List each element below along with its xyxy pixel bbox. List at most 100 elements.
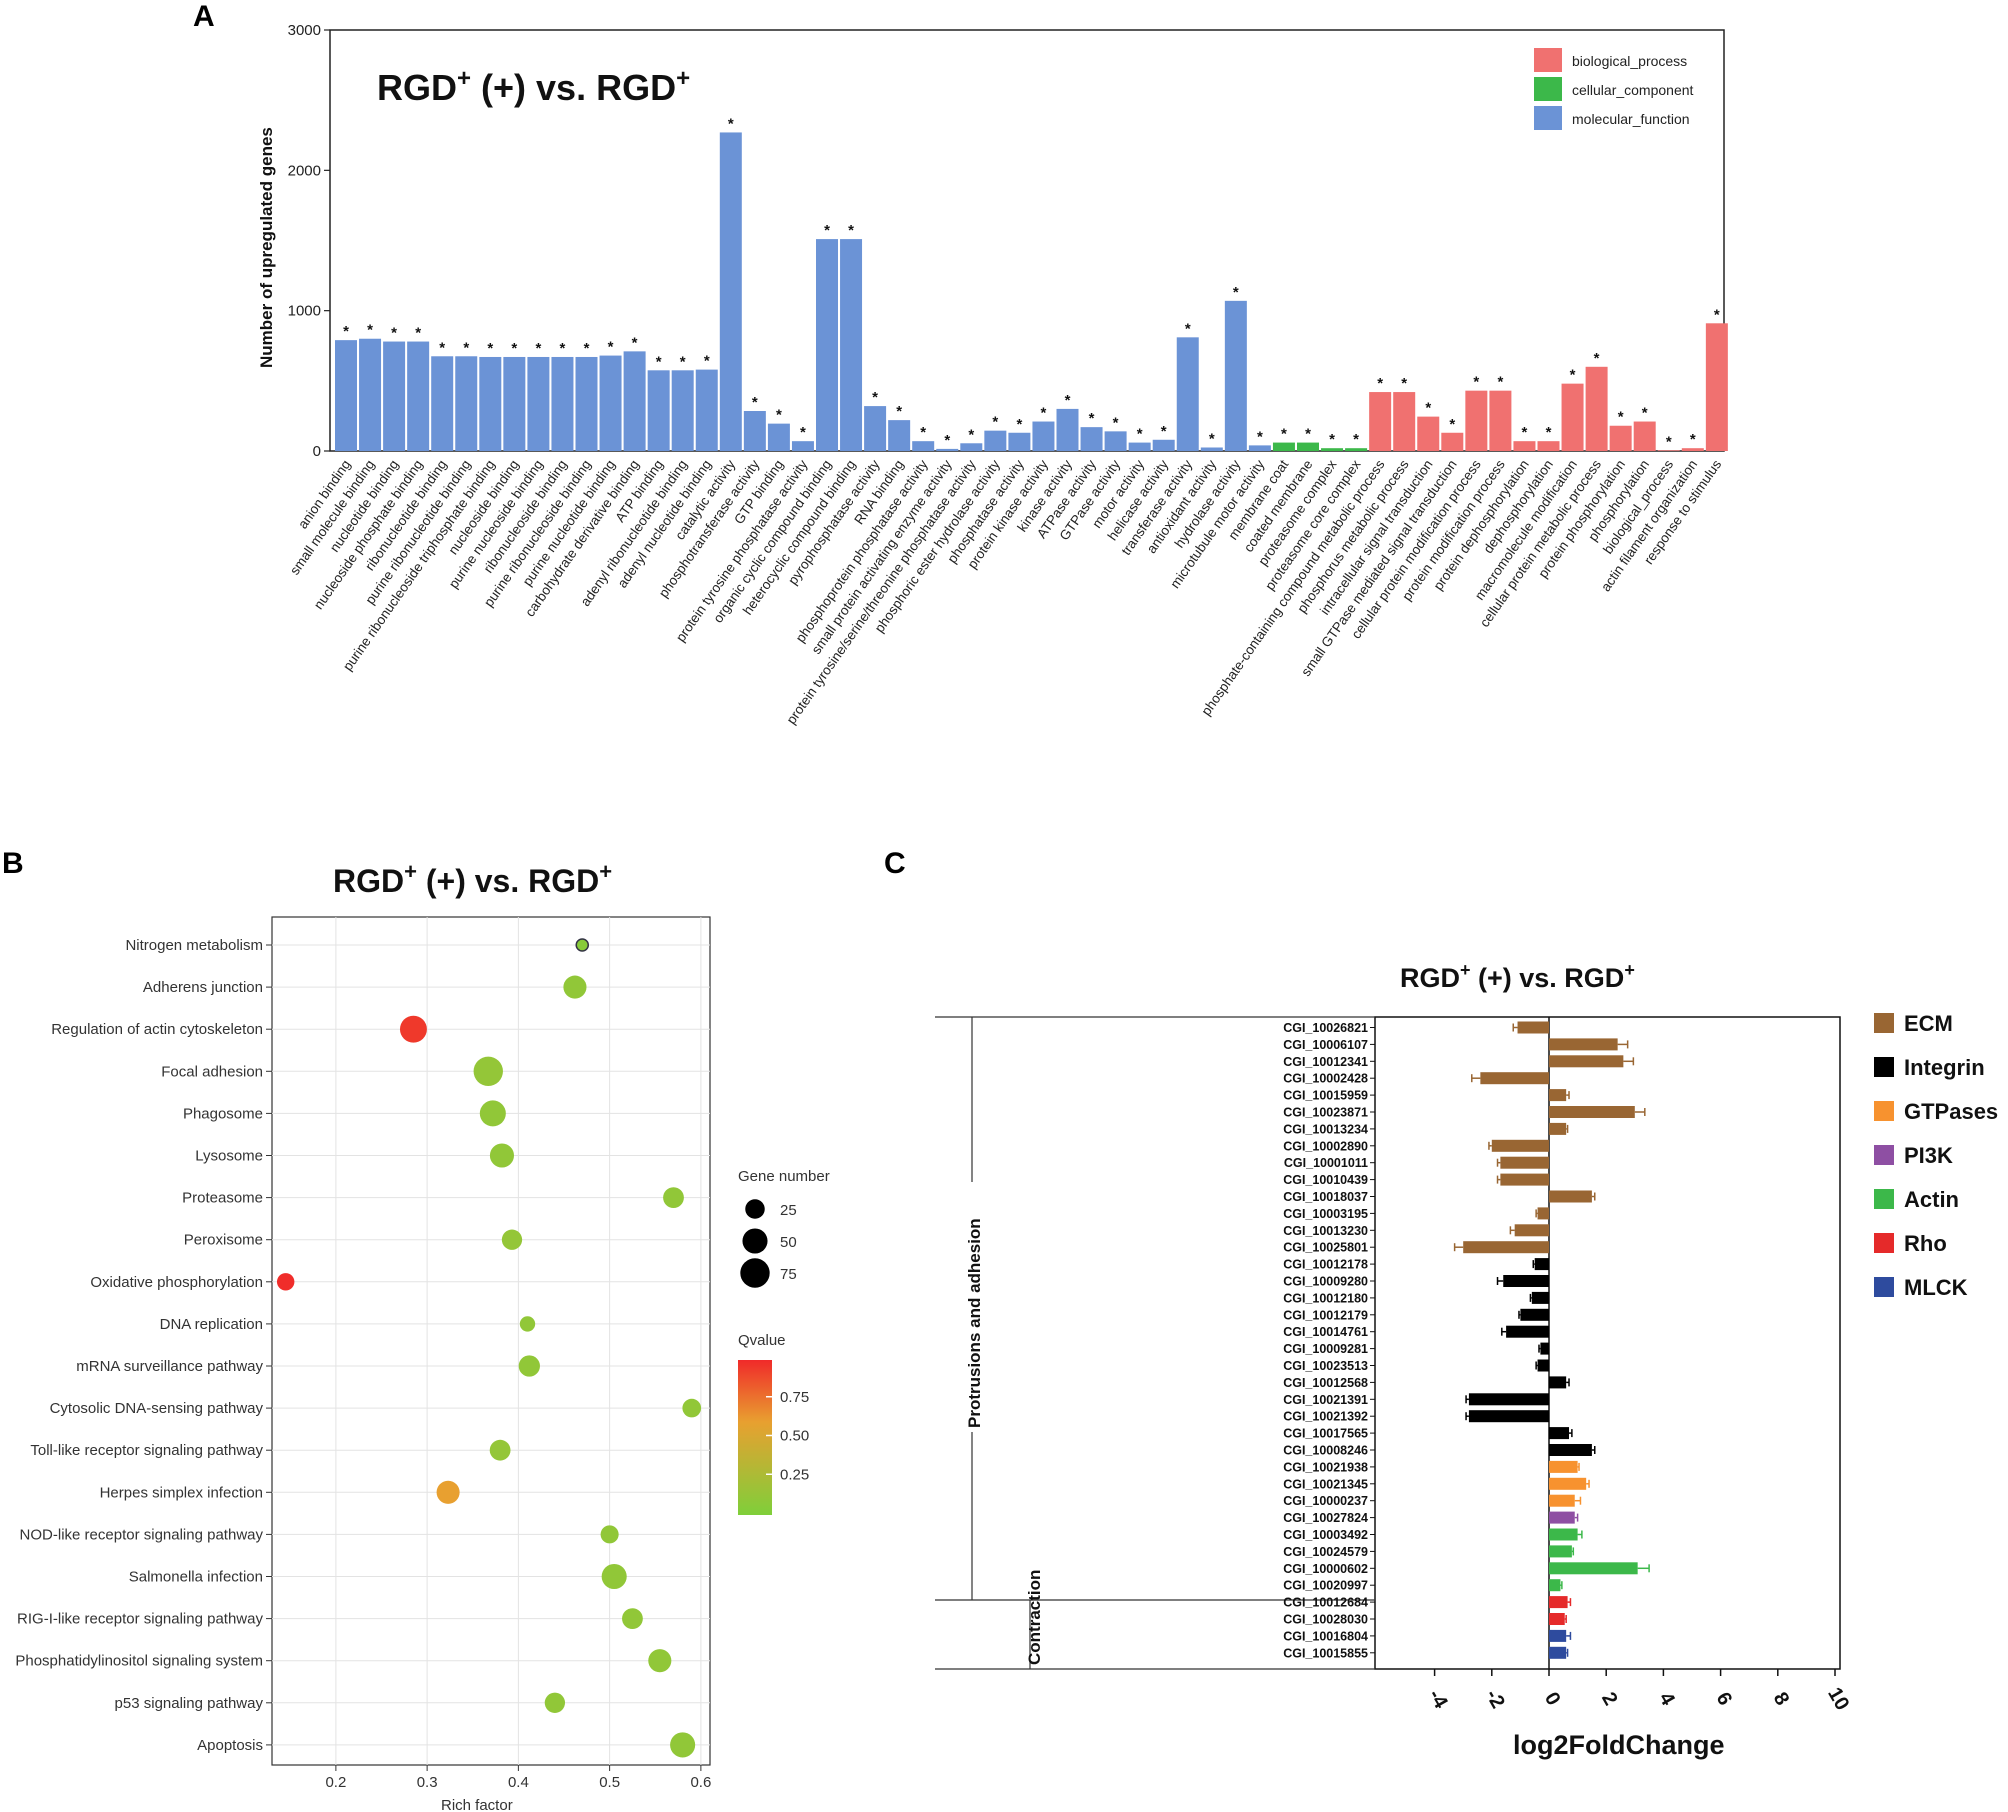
go-bar-rna-binding — [888, 420, 911, 451]
go-significance-marker: * — [1522, 424, 1528, 441]
fold-bar-cgi-10012178 — [1534, 1258, 1549, 1271]
go-significance-marker: * — [608, 339, 614, 356]
go-significance-marker: * — [680, 353, 686, 370]
qvalue-tick-label: 0.50 — [780, 1428, 809, 1445]
gene-label: CGI_10018037 — [1283, 1190, 1368, 1204]
kegg-point-phagosome — [479, 1100, 506, 1127]
go-significance-marker: * — [511, 340, 517, 357]
go-significance-marker: * — [1473, 374, 1479, 391]
kegg-pathway-label: Herpes simplex infection — [100, 1484, 263, 1501]
legend-label-integrin: Integrin — [1904, 1055, 1985, 1080]
fold-change-x-axis-title: log2FoldChange — [1513, 1730, 1725, 1760]
kegg-pathway-label: Focal adhesion — [161, 1063, 263, 1080]
fold-bar-cgi-10013234 — [1549, 1122, 1567, 1135]
go-bar-organic-cyclic-compound-binding — [816, 239, 838, 451]
go-bar-microtubule-motor-activity — [1248, 445, 1271, 451]
go-bar-hydrolase-activity — [1224, 300, 1247, 451]
kegg-point-oxidative-phosphorylation — [276, 1273, 295, 1291]
kegg-point-regulation-of-actin-cytoskeleton — [399, 1015, 427, 1043]
kegg-point-cytosolic-dna-sensing-pathway — [682, 1398, 702, 1418]
legend-swatch-biological-process — [1534, 48, 1562, 72]
fc-x-tick-label: 10 — [1823, 1684, 1853, 1714]
kegg-pathway-label: Peroxisome — [184, 1232, 263, 1249]
kegg-point-p53-signaling-pathway — [544, 1692, 566, 1713]
gene-label: CGI_10013234 — [1283, 1122, 1368, 1136]
go-bar-carbohydrate-derivative-binding — [623, 351, 646, 451]
go-y-tick-label: 2000 — [288, 162, 321, 179]
fold-bar-cgi-10021938 — [1549, 1460, 1578, 1473]
gene-label: CGI_10009281 — [1283, 1342, 1368, 1356]
fold-bar-cgi-10021392 — [1468, 1410, 1549, 1423]
kegg-point-proteasome — [663, 1187, 684, 1208]
size-legend-dot — [740, 1258, 770, 1288]
fold-bar-cgi-10015959 — [1549, 1089, 1567, 1102]
color-legend-title: Qvalue — [738, 1332, 786, 1349]
go-significance-marker: * — [1065, 392, 1071, 409]
go-bar-phosphoprotein-phosphatase-activity — [912, 441, 935, 451]
kegg-point-adherens-junction — [563, 975, 587, 999]
gene-label: CGI_10023871 — [1283, 1106, 1368, 1120]
kegg-point-dna-replication — [519, 1316, 536, 1332]
fold-bar-cgi-10021345 — [1549, 1477, 1587, 1490]
go-significance-marker: * — [1546, 424, 1552, 441]
gene-label: CGI_10003195 — [1283, 1207, 1368, 1221]
go-bar-gtpase-activity — [1104, 431, 1127, 451]
go-significance-marker: * — [1714, 306, 1720, 323]
go-significance-marker: * — [1449, 416, 1455, 433]
go-significance-marker: * — [944, 432, 950, 449]
go-bar-macromolecule-modification — [1561, 383, 1584, 451]
go-significance-marker: * — [1690, 431, 1696, 448]
fc-x-tick-label: 8 — [1769, 1689, 1794, 1710]
go-bar-protein-dephosphorylation — [1513, 441, 1536, 451]
gene-label: CGI_10025801 — [1283, 1241, 1368, 1255]
go-bar-adenyl-nucleotide-binding — [695, 369, 718, 451]
panel-letter-b: B — [2, 847, 24, 880]
size-legend-label: 25 — [780, 1202, 797, 1219]
go-significance-marker: * — [1329, 431, 1335, 448]
go-bar-anion-binding — [335, 340, 357, 451]
go-bar-actin-filament-organization — [1681, 448, 1704, 451]
gene-label: CGI_10000237 — [1283, 1494, 1368, 1508]
go-bar-phosphoric-ester-hydrolase-activity — [984, 430, 1007, 451]
go-bar-nucleotide-binding — [383, 341, 406, 451]
fc-x-tick-label: 4 — [1654, 1689, 1679, 1710]
legend-swatch-actin — [1874, 1189, 1894, 1209]
go-significance-marker: * — [1137, 426, 1143, 443]
go-significance-marker: * — [872, 389, 878, 406]
fold-bar-cgi-10024579 — [1549, 1545, 1572, 1558]
go-significance-marker: * — [824, 222, 830, 239]
fold-bar-cgi-10000237 — [1549, 1494, 1575, 1507]
go-bar-helicase-activity — [1152, 439, 1175, 451]
go-bar-phosphatase-activity — [1008, 432, 1031, 451]
fold-bar-cgi-10025801 — [1463, 1241, 1549, 1254]
kegg-color-legend: Qvalue 0.75 0.50 0.25 — [738, 1332, 809, 1515]
size-legend-label: 75 — [780, 1266, 797, 1283]
legend-swatch-integrin — [1874, 1057, 1894, 1077]
fc-x-tick-label: 0 — [1540, 1689, 1565, 1710]
go-bar-intracellular-signal-transduction — [1417, 416, 1440, 451]
kegg-chart-title: RGD+ (+) vs. RGD+ — [333, 859, 612, 899]
kegg-x-tick-label: 0.4 — [508, 1774, 529, 1791]
go-bar-cellular-protein-modification-process — [1465, 390, 1488, 451]
go-bar-small-molecule-binding — [359, 338, 382, 451]
size-legend-label: 50 — [780, 1234, 797, 1251]
go-y-tick-label: 3000 — [288, 22, 321, 39]
fold-bar-cgi-10002428 — [1480, 1072, 1549, 1085]
go-significance-marker: * — [1353, 431, 1359, 448]
gene-label: CGI_10015959 — [1283, 1089, 1368, 1103]
qvalue-colorbar — [738, 1360, 772, 1515]
go-y-axis-title: Number of upregulated genes — [257, 127, 276, 368]
go-bar-phosphotransferase-activity — [743, 411, 766, 451]
gene-label: CGI_10012179 — [1283, 1308, 1368, 1322]
go-y-tick-label: 0 — [313, 443, 321, 460]
go-bar-proteasome-complex — [1321, 448, 1344, 451]
go-bars: * * * * * * * * * * * * * * * * * * * * * * * * * * * * * * * * * * * * * * * *… — [335, 115, 1728, 451]
panel-letter-c: C — [884, 847, 906, 880]
legend-label-gtpases: GTPases — [1904, 1099, 1998, 1124]
gene-label: CGI_10003492 — [1283, 1528, 1368, 1542]
fold-bar-cgi-10013230 — [1514, 1224, 1549, 1237]
kegg-pathway-label: RIG-I-like receptor signaling pathway — [17, 1611, 263, 1628]
go-significance-marker: * — [367, 322, 373, 339]
